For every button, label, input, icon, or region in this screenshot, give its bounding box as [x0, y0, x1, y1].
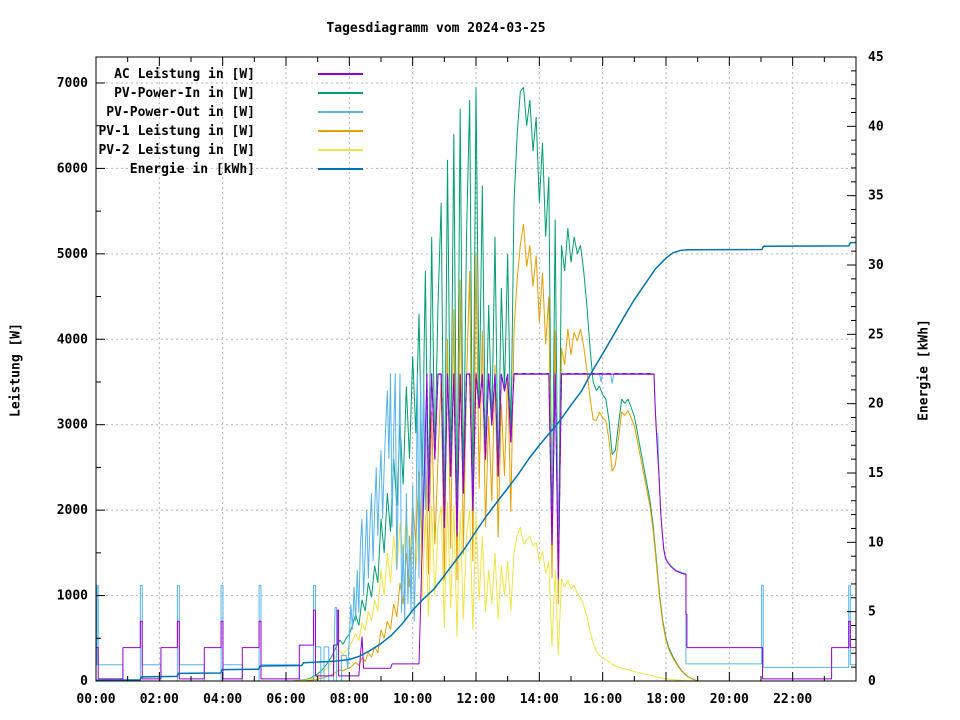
x-tick-label: 08:00: [330, 692, 369, 707]
legend-label: PV-2 Leistung in [W]: [98, 143, 255, 158]
y2-tick-label: 30: [868, 258, 884, 273]
y2-tick-label: 45: [868, 50, 884, 65]
y-tick-label: 2000: [57, 503, 88, 518]
series-pv-2-leistung-in-w--line: [96, 501, 856, 682]
x-tick-label: 14:00: [520, 692, 559, 707]
x-tick-label: 10:00: [393, 692, 432, 707]
x-tick-label: 00:00: [76, 692, 115, 707]
x-tick-label: 12:00: [456, 692, 495, 707]
y-tick-label: 3000: [57, 418, 88, 433]
legend-label: AC Leistung in [W]: [114, 67, 255, 82]
y-tick-label: 5000: [57, 247, 88, 262]
x-tick-label: 04:00: [203, 692, 242, 707]
y-tick-label: 7000: [57, 76, 88, 91]
y2-tick-label: 5: [868, 605, 876, 620]
series-pv-1-leistung-in-w--line: [96, 223, 856, 682]
x-tick-label: 16:00: [583, 692, 622, 707]
x-tick-label: 18:00: [646, 692, 685, 707]
y2-tick-label: 0: [868, 674, 876, 689]
legend-label: PV-1 Leistung in [W]: [98, 124, 255, 139]
series-energie-in-kwh--line: [95, 241, 857, 682]
y2-tick-label: 35: [868, 189, 884, 204]
y2-tick-label: 10: [868, 535, 884, 550]
x-tick-label: 22:00: [773, 692, 812, 707]
x-tick-label: 20:00: [710, 692, 749, 707]
y-tick-label: 4000: [57, 332, 88, 347]
y2-tick-label: 20: [868, 397, 884, 412]
x-tick-label: 06:00: [266, 692, 305, 707]
y2-tick-label: 15: [868, 466, 884, 481]
y-axis-label-left: Leistung [W]: [8, 323, 24, 417]
chart-title: Tagesdiagramm vom 2024-03-25: [326, 21, 546, 36]
y-tick-label: 1000: [57, 589, 88, 604]
y-tick-label: 0: [80, 674, 88, 689]
y2-tick-label: 25: [868, 327, 884, 342]
y-tick-label: 6000: [57, 161, 88, 176]
legend-label: Energie in [kWh]: [130, 162, 255, 177]
y2-tick-label: 40: [868, 119, 884, 134]
legend-label: PV-Power-In in [W]: [114, 86, 255, 101]
x-tick-label: 02:00: [140, 692, 179, 707]
legend-label: PV-Power-Out in [W]: [106, 105, 255, 120]
y-axis-label-right: Energie [kWh]: [916, 319, 932, 421]
